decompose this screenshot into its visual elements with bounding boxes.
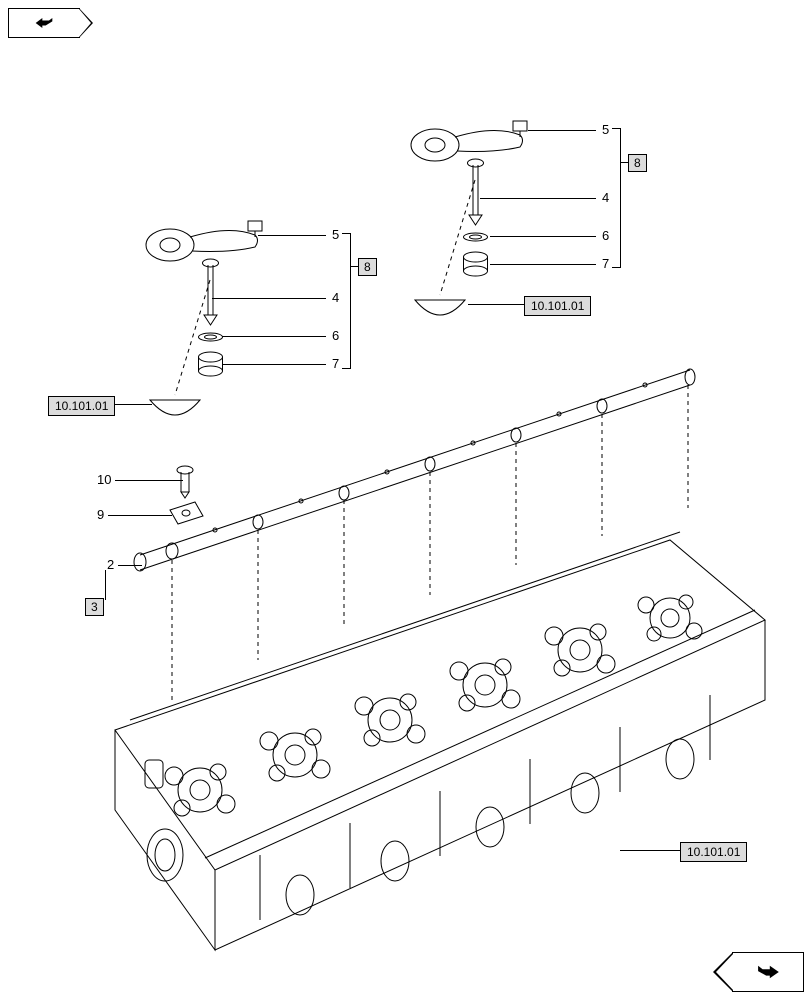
- shaft-bolt: [177, 466, 193, 498]
- leader: [490, 264, 596, 265]
- leader: [480, 198, 596, 199]
- key-right: [415, 300, 465, 315]
- ref-left: 10.101.01: [48, 396, 115, 416]
- callout-7-right: 7: [600, 256, 611, 271]
- ref-head: 10.101.01: [680, 842, 747, 862]
- key-left: [150, 400, 200, 415]
- leader: [222, 364, 326, 365]
- bracket-right: [612, 128, 621, 268]
- leader: [105, 570, 106, 600]
- back-arrow-icon: [34, 16, 54, 30]
- callout-4-right: 4: [600, 190, 611, 205]
- callout-3: 3: [85, 598, 104, 616]
- leader: [468, 304, 524, 305]
- callout-5-left: 5: [330, 227, 341, 242]
- bracket-left: [342, 233, 351, 369]
- callout-6-left: 6: [330, 328, 341, 343]
- cylinder-head: [115, 532, 765, 950]
- callout-2: 2: [105, 557, 116, 572]
- leader: [115, 480, 183, 481]
- callout-10: 10: [95, 472, 113, 487]
- leader: [350, 266, 358, 267]
- callout-5-right: 5: [600, 122, 611, 137]
- leader: [222, 336, 326, 337]
- leader: [528, 130, 596, 131]
- leader: [118, 565, 142, 566]
- callout-8-left: 8: [358, 258, 377, 276]
- square-washer: [170, 502, 203, 524]
- leader: [620, 850, 680, 851]
- callout-6-right: 6: [600, 228, 611, 243]
- forward-arrow-icon: [755, 963, 781, 981]
- leader: [258, 235, 326, 236]
- leader: [108, 515, 172, 516]
- callout-7-left: 7: [330, 356, 341, 371]
- leader: [212, 298, 326, 299]
- callout-4-left: 4: [330, 290, 341, 305]
- ref-right: 10.101.01: [524, 296, 591, 316]
- callout-8-right: 8: [628, 154, 647, 172]
- leader: [490, 236, 596, 237]
- leader: [112, 404, 152, 405]
- callout-9: 9: [95, 507, 106, 522]
- leader: [620, 162, 628, 163]
- rocker-shaft: [134, 369, 695, 571]
